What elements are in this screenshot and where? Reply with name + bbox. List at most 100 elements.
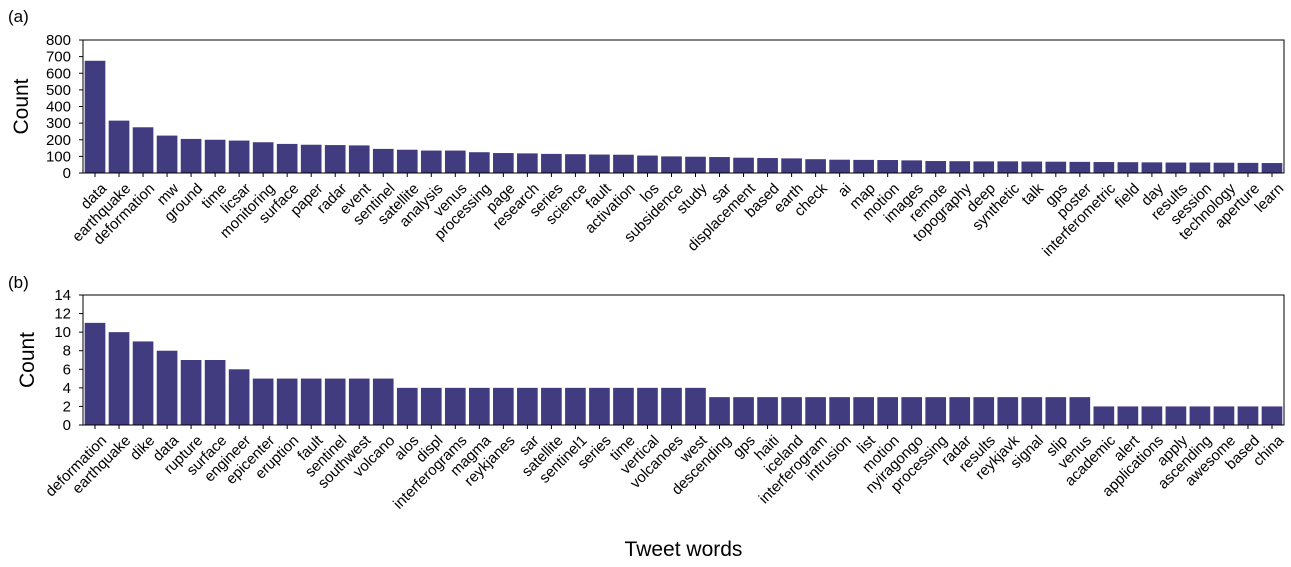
bar-nyiragongo [901,397,923,425]
bar-west [685,387,706,425]
bar-engineer [228,369,250,425]
bar-satellite [396,149,418,173]
bar-field [1117,162,1139,173]
bar-processing [469,152,490,173]
bar-processing [925,397,947,425]
bar-eruption [276,378,298,425]
x-tick-label: learn [1252,180,1288,216]
plot-frame [82,294,1285,426]
bar-sar [709,157,730,173]
bar-slip [1045,397,1067,425]
bar-deformation [84,322,106,425]
bar-learn [1261,163,1283,173]
bar-subsidence [661,156,682,174]
y-tick-label: 6 [63,361,71,378]
bar-intrusion [829,397,850,425]
bar-sentinel1 [565,387,586,425]
bar-academic [1093,406,1115,425]
bar-map [853,159,874,173]
y-tick-label: 500 [46,82,71,99]
bar-gps [733,397,754,425]
y-tick-label: 0 [63,417,71,434]
bar-monitoring [252,142,274,173]
y-tick-label: 300 [46,115,71,132]
y-axis-title: Count [16,332,39,388]
bar-motion [877,397,898,425]
bar-study [685,156,706,173]
bar-fault [589,154,610,173]
bar-images [901,160,923,173]
bar-magma [469,387,490,425]
x-tick-label: talk [1018,180,1047,209]
bar-radar [324,145,346,173]
bar-results [1165,162,1187,173]
bar-interferometric [1093,162,1115,173]
bar-based [757,158,778,173]
bar-time [613,387,634,425]
bar-motion [877,160,898,173]
bar-dike [132,341,154,425]
bar-sar [517,387,538,425]
bar-series [541,153,562,173]
bar-iceland [781,397,802,425]
bar-alos [396,387,418,425]
y-tick-label: 700 [46,49,71,66]
bar-apply [1165,406,1187,425]
bar-surface [276,143,298,173]
panel-label: (b) [8,273,29,292]
bar-results [973,397,995,425]
bar-check [805,159,826,173]
y-tick-label: 600 [46,65,71,82]
y-tick-label: 4 [63,380,71,397]
bar-china [1261,406,1283,425]
bar-displ [420,387,442,425]
y-tick-label: 800 [46,32,71,49]
bar-rupture [180,360,202,425]
bar-ascending [1189,406,1211,425]
bar-los [637,155,658,173]
bar-descending [709,397,730,425]
bar-ground [180,138,202,173]
bar-radar [949,397,971,425]
panel-b-chart: (b)02468101214deformationearthquakediked… [8,273,1288,561]
bar-remote [925,161,947,173]
bar-displacement [733,157,754,173]
bar-interferograms [444,387,466,425]
bar-paper [300,144,322,173]
bar-volcano [372,378,394,425]
bar-earthquake [108,120,130,173]
bar-activation [613,154,634,173]
bar-awesome [1213,406,1235,425]
bar-fault [300,378,322,425]
bar-poster [1069,161,1091,173]
bar-page [493,153,514,173]
bar-venus [444,150,466,173]
y-tick-label: 400 [46,99,71,116]
bar-southwest [348,378,370,425]
y-tick-label: 8 [63,343,71,360]
y-tick-label: 14 [54,287,71,304]
bar-event [348,145,370,173]
bar-venus [1069,397,1091,425]
bar-aperture [1237,162,1259,173]
bar-list [853,397,874,425]
x-axis-title: Tweet words [625,538,743,561]
bar-deformation [132,127,154,173]
bar-signal [1021,397,1043,425]
bar-reykjavk [997,397,1019,425]
bar-reykjanes [493,387,514,425]
bar-interferogram [805,397,826,425]
bar-talk [1021,161,1043,173]
x-tick-label: gps [730,432,759,461]
bar-vertical [637,387,658,425]
bar-volcanoes [661,387,682,425]
bar-data [156,350,178,425]
bar-technology [1213,162,1235,173]
panel-a-chart: (a)0100200300400500600700800dataearthqua… [8,7,1287,260]
bar-topography [949,161,971,173]
bar-earthquake [108,332,130,425]
bar-mw [156,135,178,173]
bar-alert [1117,406,1139,425]
